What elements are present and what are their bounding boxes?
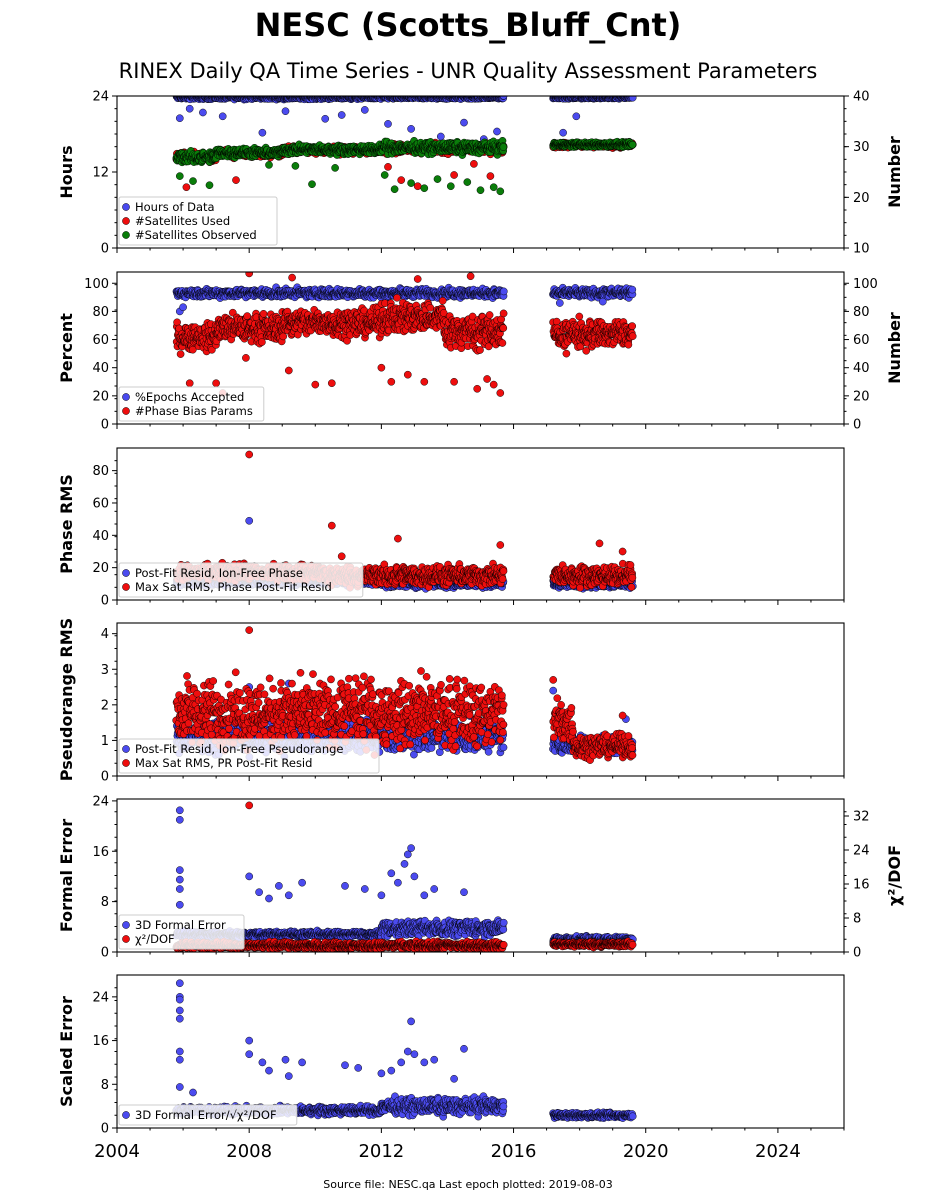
data-point [476, 186, 485, 195]
data-point [384, 163, 392, 171]
data-point [499, 96, 508, 100]
legend-marker [122, 217, 130, 225]
figure-title: NESC (Scotts_Bluff_Cnt) [255, 6, 682, 44]
data-point [175, 172, 184, 180]
data-point [460, 118, 468, 127]
data-point [628, 140, 637, 149]
legend-marker [122, 231, 130, 239]
data-point [489, 183, 498, 192]
data-point [179, 303, 187, 312]
data-point [390, 185, 399, 194]
data-point [598, 297, 607, 306]
legend-label: Hours of Data [135, 200, 215, 214]
legend-marker [122, 203, 130, 211]
data-point [628, 285, 637, 294]
data-point [499, 143, 508, 151]
data-point [486, 172, 495, 180]
data-point [384, 120, 392, 128]
data-point [331, 164, 339, 172]
data-point [232, 176, 240, 184]
data-point [555, 299, 564, 307]
data-point [436, 132, 445, 141]
data-point [205, 181, 214, 190]
data-point [413, 182, 422, 191]
data-point [407, 125, 415, 133]
data-point [450, 171, 458, 179]
y-axis-right-label: Number [885, 136, 904, 208]
data-point [628, 96, 637, 102]
y-tick-label: 24 [92, 90, 109, 105]
y-tick-label: 0 [101, 242, 109, 257]
data-point [321, 114, 330, 123]
data-point [499, 287, 508, 296]
data-point [380, 171, 389, 179]
data-point [199, 108, 207, 117]
data-point [337, 111, 346, 119]
data-point [446, 182, 455, 191]
figure-subtitle: RINEX Daily QA Time Series - UNR Quality… [119, 59, 818, 83]
data-point [182, 183, 191, 192]
y-right-tick-label: 40 [853, 90, 870, 105]
data-point [493, 127, 501, 136]
data-point [308, 180, 316, 189]
series-blue-1 [172, 96, 637, 151]
y-right-tick-label: 30 [853, 140, 870, 155]
data-point [265, 161, 273, 169]
data-point [175, 114, 184, 123]
y-right-tick-label: 20 [853, 191, 870, 206]
data-point [397, 176, 406, 184]
legend-label: #Satellites Observed [135, 228, 257, 242]
data-point [258, 128, 267, 137]
y-right-tick-label: 10 [853, 242, 870, 257]
data-point [470, 160, 478, 168]
y-axis-label: Hours [57, 145, 76, 198]
data-point [176, 350, 185, 358]
data-point [420, 184, 429, 193]
data-point [185, 104, 194, 113]
data-point [433, 175, 442, 183]
series-green-1 [172, 136, 637, 196]
legend-label: #Satellites Used [135, 214, 230, 228]
data-point [360, 106, 369, 114]
y-tick-label: 12 [92, 166, 109, 181]
data-point [218, 112, 227, 121]
data-point [281, 107, 290, 116]
panel-2: 020406080100020406080100NumberPercent%Ep… [57, 271, 904, 433]
data-point [407, 179, 415, 187]
data-point [291, 162, 300, 170]
data-point [463, 178, 472, 186]
data-point [572, 112, 581, 121]
data-point [189, 177, 197, 185]
data-point [559, 128, 567, 137]
data-point [496, 187, 505, 196]
